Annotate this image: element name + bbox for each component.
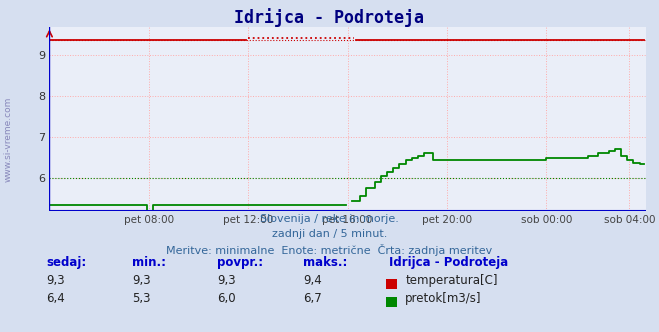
Text: min.:: min.:: [132, 256, 166, 269]
Text: 9,3: 9,3: [132, 274, 150, 287]
Text: 5,3: 5,3: [132, 292, 150, 305]
Text: 6,7: 6,7: [303, 292, 322, 305]
Text: Slovenija / reke in morje.: Slovenija / reke in morje.: [260, 214, 399, 224]
Text: www.si-vreme.com: www.si-vreme.com: [3, 97, 13, 182]
Text: temperatura[C]: temperatura[C]: [405, 274, 498, 287]
Text: Meritve: minimalne  Enote: metrične  Črta: zadnja meritev: Meritve: minimalne Enote: metrične Črta:…: [166, 244, 493, 256]
Text: 6,4: 6,4: [46, 292, 65, 305]
Text: zadnji dan / 5 minut.: zadnji dan / 5 minut.: [272, 229, 387, 239]
Text: 6,0: 6,0: [217, 292, 236, 305]
Text: sedaj:: sedaj:: [46, 256, 86, 269]
Text: 9,3: 9,3: [217, 274, 236, 287]
Text: povpr.:: povpr.:: [217, 256, 264, 269]
Text: pretok[m3/s]: pretok[m3/s]: [405, 292, 482, 305]
Text: 9,4: 9,4: [303, 274, 322, 287]
Text: 9,3: 9,3: [46, 274, 65, 287]
Text: Idrijca - Podroteja: Idrijca - Podroteja: [235, 8, 424, 27]
Text: maks.:: maks.:: [303, 256, 347, 269]
Text: Idrijca - Podroteja: Idrijca - Podroteja: [389, 256, 508, 269]
